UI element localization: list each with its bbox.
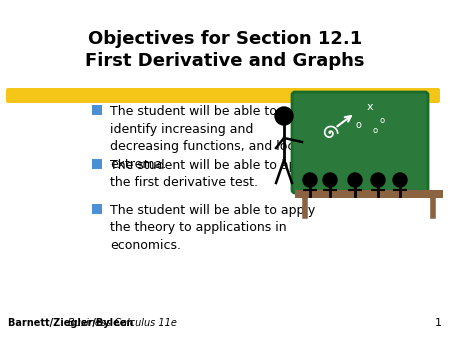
FancyBboxPatch shape [92, 159, 102, 169]
Circle shape [303, 173, 317, 187]
Text: o: o [379, 116, 385, 125]
FancyBboxPatch shape [92, 204, 102, 214]
Circle shape [275, 107, 293, 125]
FancyBboxPatch shape [295, 190, 443, 198]
Text: Business Calculus 11e: Business Calculus 11e [68, 318, 177, 328]
Text: The student will be able to apply
the first derivative test.: The student will be able to apply the fi… [110, 159, 315, 190]
Circle shape [323, 173, 337, 187]
FancyBboxPatch shape [6, 88, 440, 103]
Text: x: x [367, 102, 374, 112]
Text: The student will be able to
identify increasing and
decreasing functions, and lo: The student will be able to identify inc… [110, 105, 306, 170]
Circle shape [348, 173, 362, 187]
Text: The student will be able to apply
the theory to applications in
economics.: The student will be able to apply the th… [110, 204, 315, 252]
Text: o: o [373, 126, 378, 135]
Circle shape [393, 173, 407, 187]
FancyBboxPatch shape [292, 92, 428, 193]
Circle shape [371, 173, 385, 187]
Text: Objectives for Section 12.1
First Derivative and Graphs: Objectives for Section 12.1 First Deriva… [85, 30, 365, 70]
Text: Barnett/Ziegler/Byleen: Barnett/Ziegler/Byleen [8, 318, 137, 328]
Text: o: o [355, 120, 361, 130]
Text: 1: 1 [435, 318, 442, 328]
FancyBboxPatch shape [92, 105, 102, 115]
